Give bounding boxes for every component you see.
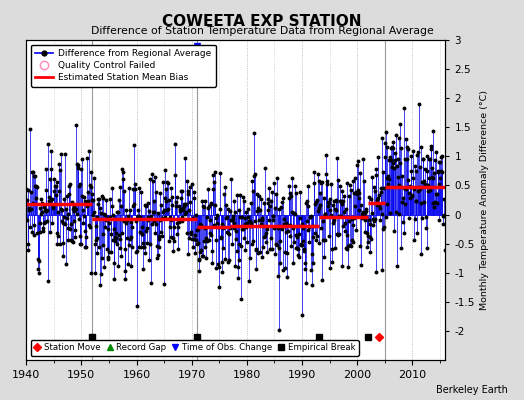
Text: COWEETA EXP STATION: COWEETA EXP STATION [162,14,362,29]
Y-axis label: Monthly Temperature Anomaly Difference (°C): Monthly Temperature Anomaly Difference (… [481,90,489,310]
Text: Difference of Station Temperature Data from Regional Average: Difference of Station Temperature Data f… [91,26,433,36]
Text: Berkeley Earth: Berkeley Earth [436,385,508,395]
Legend: Station Move, Record Gap, Time of Obs. Change, Empirical Break: Station Move, Record Gap, Time of Obs. C… [30,340,359,356]
